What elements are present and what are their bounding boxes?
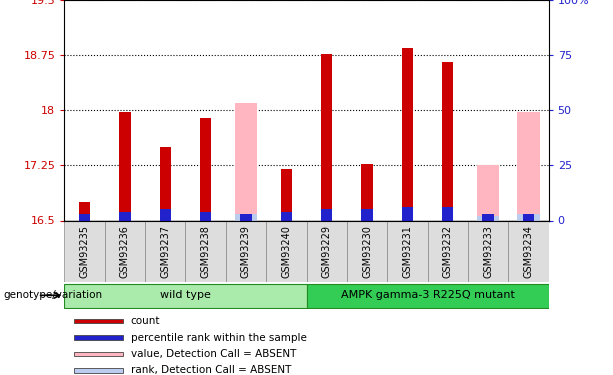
Text: GSM93240: GSM93240 — [281, 225, 291, 278]
Bar — [120, 211, 131, 220]
Bar — [185, 220, 226, 282]
Bar — [200, 211, 211, 220]
Bar — [145, 220, 185, 282]
Bar — [468, 220, 508, 282]
Bar — [517, 214, 539, 220]
Text: genotype/variation: genotype/variation — [3, 290, 102, 300]
Text: GSM93236: GSM93236 — [120, 225, 130, 278]
Text: percentile rank within the sample: percentile rank within the sample — [131, 333, 306, 343]
Text: GSM93235: GSM93235 — [80, 225, 89, 279]
Bar — [120, 112, 131, 220]
Bar — [508, 220, 549, 282]
Bar — [105, 220, 145, 282]
Text: GSM93232: GSM93232 — [443, 225, 453, 279]
Bar — [477, 216, 499, 220]
Bar — [74, 335, 123, 340]
Bar — [523, 214, 534, 220]
Bar — [362, 164, 373, 220]
Bar — [442, 63, 454, 220]
Bar — [74, 319, 123, 324]
Bar — [402, 48, 413, 220]
Bar — [64, 220, 105, 282]
Text: wild type: wild type — [160, 290, 211, 300]
Text: GSM93237: GSM93237 — [160, 225, 170, 279]
Bar — [442, 207, 454, 220]
Bar — [79, 214, 90, 220]
Bar — [321, 210, 332, 220]
Bar — [281, 211, 292, 220]
Bar — [517, 112, 539, 220]
Bar — [74, 368, 123, 373]
Text: rank, Detection Call = ABSENT: rank, Detection Call = ABSENT — [131, 365, 291, 375]
Text: GSM93229: GSM93229 — [322, 225, 332, 279]
Bar — [281, 169, 292, 220]
Bar — [235, 103, 257, 220]
Bar — [159, 210, 171, 220]
Bar — [79, 202, 90, 220]
Text: GSM93231: GSM93231 — [402, 225, 413, 278]
Bar — [200, 118, 211, 220]
Bar — [477, 165, 499, 220]
Bar — [240, 214, 251, 220]
Bar — [402, 207, 413, 220]
Bar — [159, 147, 171, 220]
Bar — [347, 220, 387, 282]
Bar — [427, 220, 468, 282]
Bar — [64, 284, 306, 308]
Bar — [226, 220, 266, 282]
Bar — [321, 54, 332, 220]
Text: GSM93230: GSM93230 — [362, 225, 372, 278]
Text: GSM93233: GSM93233 — [483, 225, 493, 278]
Bar — [306, 220, 347, 282]
Text: count: count — [131, 316, 160, 326]
Text: GSM93239: GSM93239 — [241, 225, 251, 278]
Bar — [387, 220, 428, 282]
Bar — [74, 352, 123, 356]
Bar — [482, 214, 493, 220]
Text: value, Detection Call = ABSENT: value, Detection Call = ABSENT — [131, 349, 296, 359]
Bar — [306, 284, 549, 308]
Bar — [235, 214, 257, 220]
Text: GSM93234: GSM93234 — [524, 225, 533, 278]
Text: AMPK gamma-3 R225Q mutant: AMPK gamma-3 R225Q mutant — [341, 290, 514, 300]
Bar — [362, 210, 373, 220]
Bar — [266, 220, 306, 282]
Text: GSM93238: GSM93238 — [200, 225, 211, 278]
